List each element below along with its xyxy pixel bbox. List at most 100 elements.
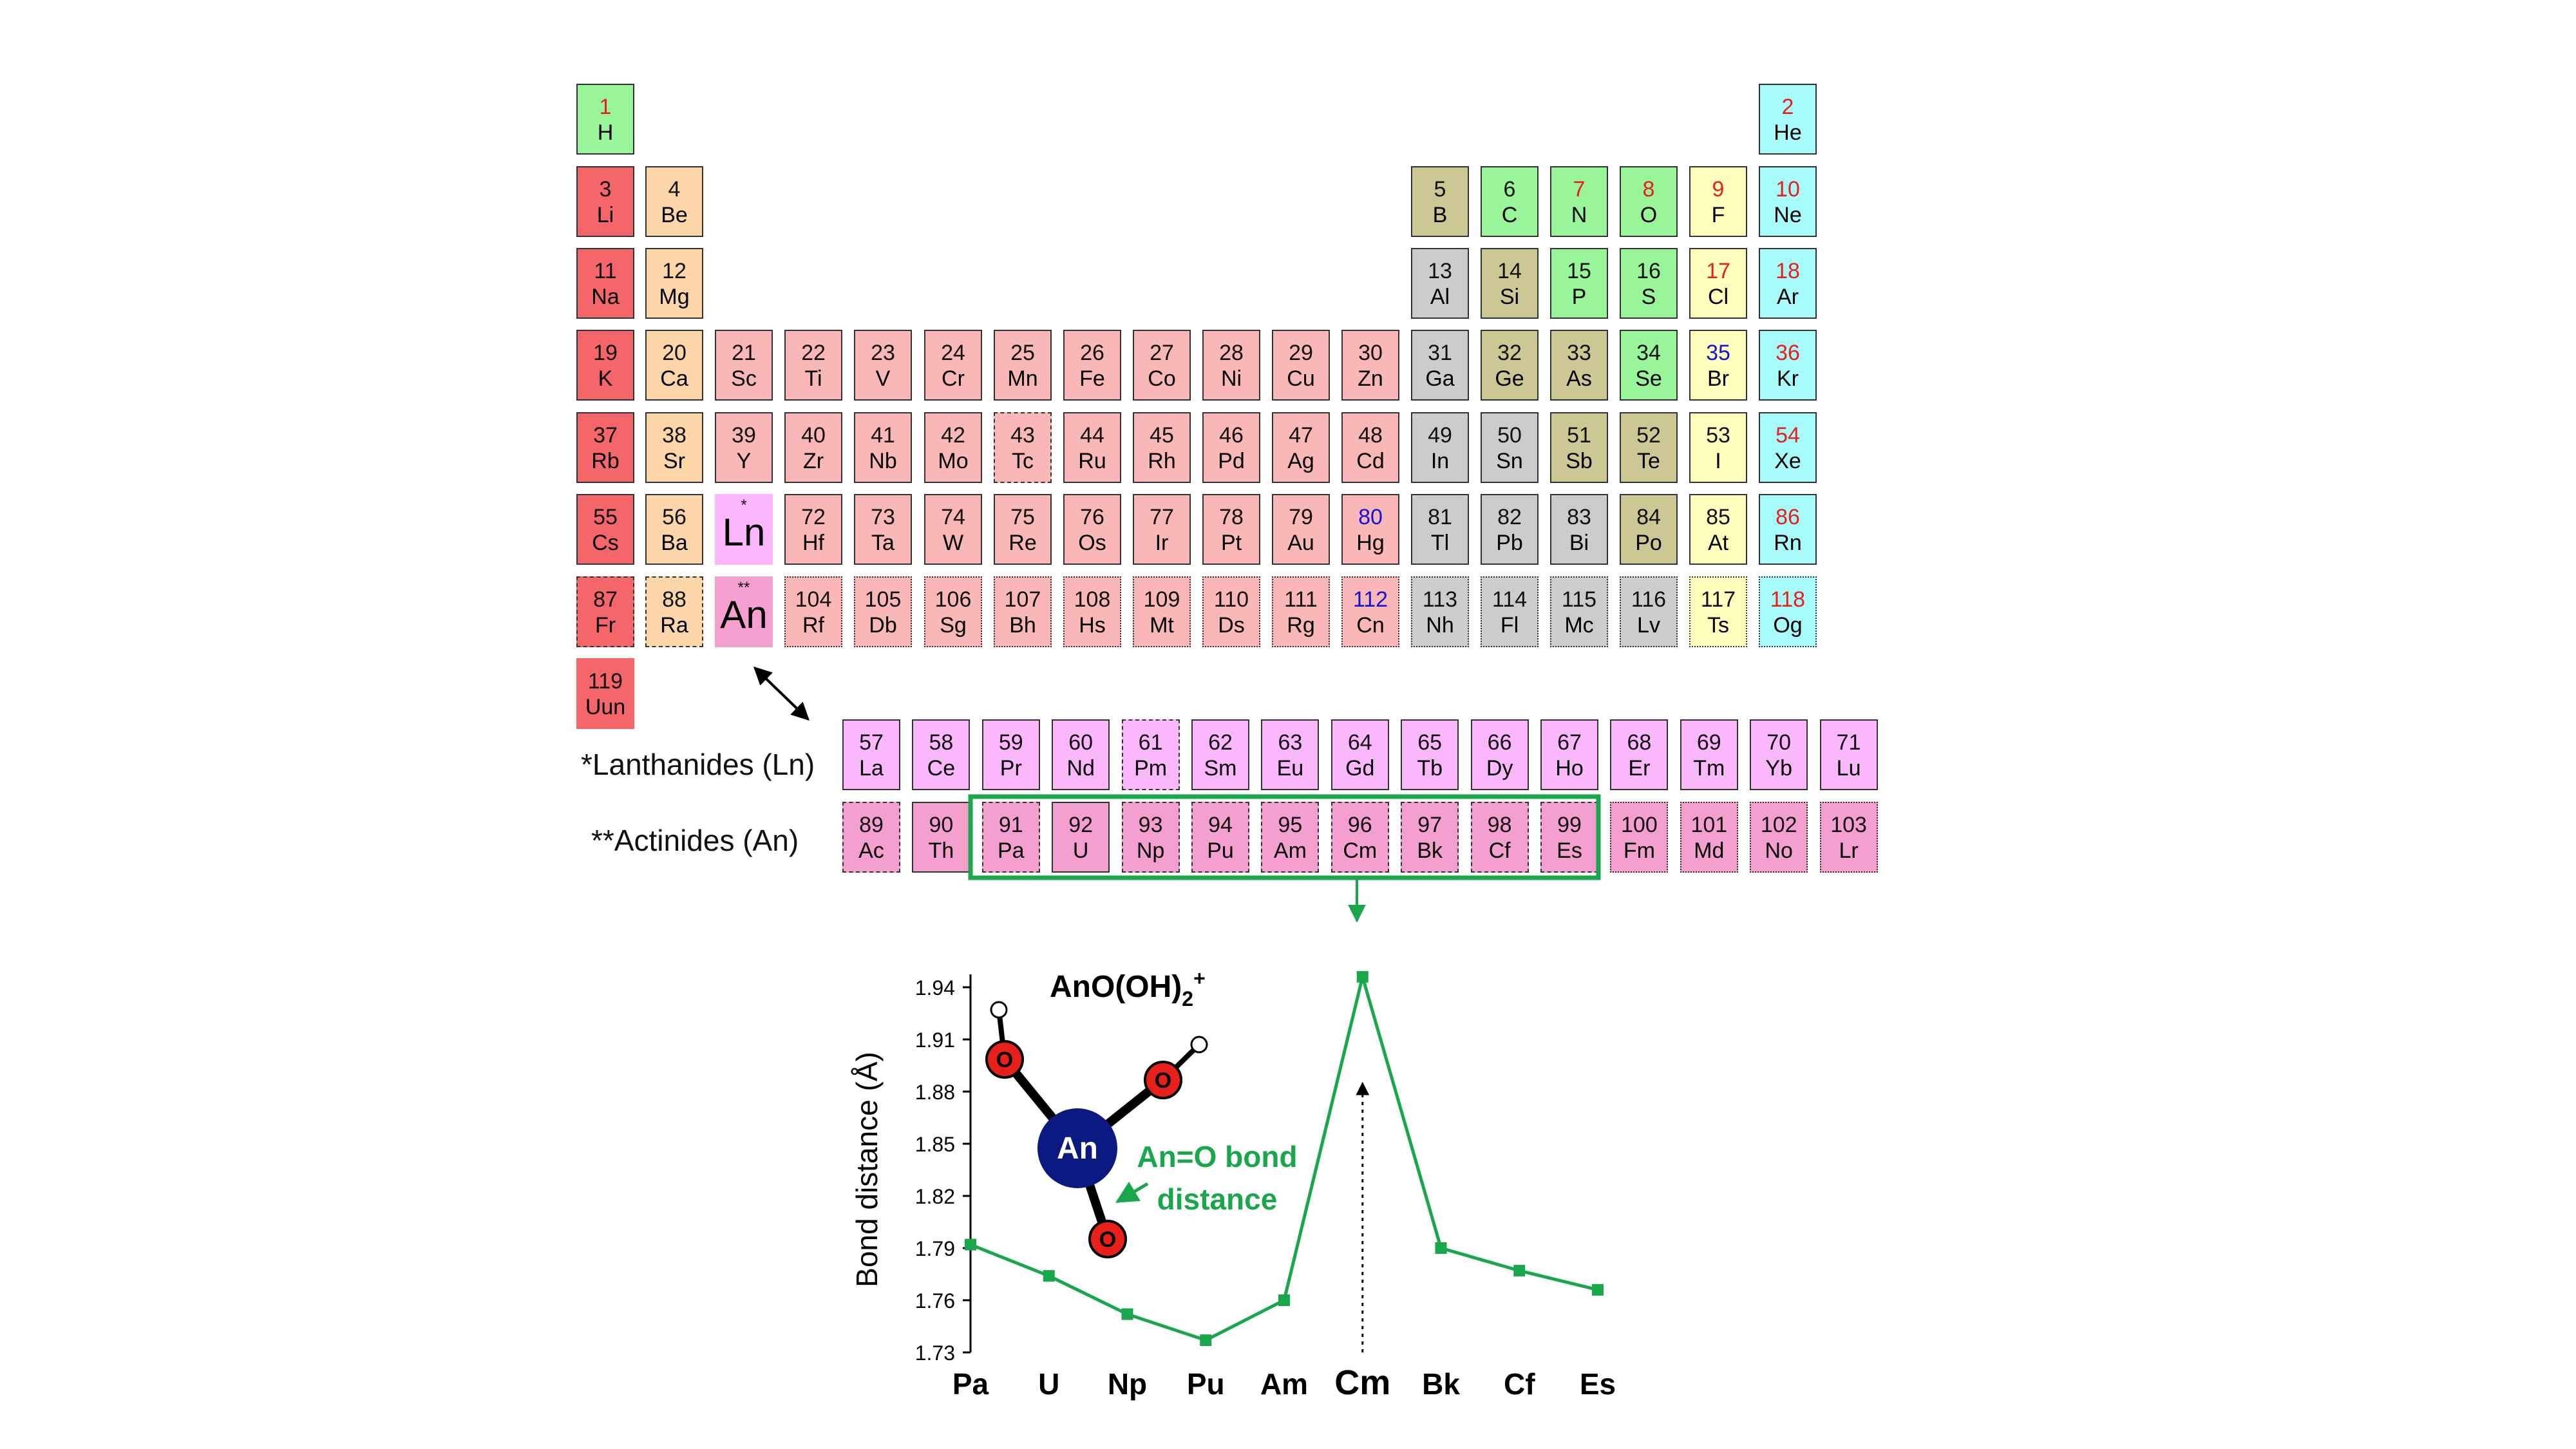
element-Hs: 108 Hs <box>1063 576 1121 647</box>
element-Cr: 24 Cr <box>924 330 982 401</box>
element-Ln: * Ln <box>715 494 773 565</box>
y-tick-label: 1.82 <box>915 1185 955 1208</box>
element-symbol: Er <box>1628 756 1651 781</box>
atomic-number: 102 <box>1760 813 1797 837</box>
element-symbol: Rb <box>591 449 620 473</box>
oxygen-atom <box>1144 1061 1182 1099</box>
element-symbol: Ga <box>1425 366 1455 391</box>
atomic-number: 37 <box>593 423 618 448</box>
element-symbol: Tm <box>1693 756 1725 781</box>
element-Sc: 21 Sc <box>715 330 773 401</box>
element-symbol: Ac <box>858 838 884 863</box>
atomic-number: 5 <box>1434 177 1446 202</box>
atomic-number: 106 <box>934 587 972 612</box>
element-V: 23 V <box>854 330 912 401</box>
element-K: 19 K <box>576 330 634 401</box>
element-symbol: P <box>1571 285 1587 309</box>
element-Pb: 82 Pb <box>1481 494 1539 565</box>
atomic-number: 35 <box>1706 341 1730 365</box>
atomic-number: 71 <box>1836 730 1861 755</box>
y-tick-label: 1.94 <box>915 976 955 999</box>
element-Si: 14 Si <box>1481 248 1539 319</box>
element-Ds: 110 Ds <box>1202 576 1260 647</box>
element-Ne: 10 Ne <box>1759 166 1817 237</box>
element-symbol: Ho <box>1555 756 1584 781</box>
element-symbol: Co <box>1148 366 1176 391</box>
element-symbol: La <box>859 756 884 781</box>
element-symbol: Ba <box>661 531 688 555</box>
element-Kr: 36 Kr <box>1759 330 1817 401</box>
atomic-number: 43 <box>1010 423 1035 448</box>
element-Li: 3 Li <box>576 166 634 237</box>
atomic-number: 79 <box>1289 505 1313 529</box>
element-Mt: 109 Mt <box>1133 576 1191 647</box>
data-point-Es <box>1592 1283 1604 1296</box>
element-Ac: 89 Ac <box>842 802 900 873</box>
element-P: 15 P <box>1550 248 1608 319</box>
atomic-number: 28 <box>1219 341 1244 365</box>
element-La: 57 La <box>842 719 900 790</box>
element-symbol: Th <box>928 838 954 863</box>
element-symbol: Pm <box>1134 756 1168 781</box>
annotation-arrow <box>1115 1181 1149 1204</box>
atomic-number: 98 <box>1487 813 1512 837</box>
atomic-number: 2 <box>1781 95 1794 119</box>
atomic-number: 10 <box>1776 177 1800 202</box>
atomic-number: 12 <box>662 259 687 283</box>
atomic-number: 40 <box>801 423 826 448</box>
element-symbol: Cf <box>1488 838 1511 863</box>
atomic-number: 77 <box>1150 505 1174 529</box>
element-Ra: 88 Ra <box>645 576 703 647</box>
atomic-number: 24 <box>941 341 965 365</box>
x-tick-label: Es <box>1580 1367 1616 1401</box>
element-Np: 93 Np <box>1121 802 1180 873</box>
atomic-number: 59 <box>998 730 1023 755</box>
y-tick-label: 1.91 <box>915 1028 955 1052</box>
element-Lu: 71 Lu <box>1819 719 1878 790</box>
element-Cu: 29 Cu <box>1272 330 1330 401</box>
element-symbol: Am <box>1273 838 1307 863</box>
atomic-number: 30 <box>1358 341 1383 365</box>
element-Po: 84 Po <box>1620 494 1678 565</box>
element-Am: 95 Am <box>1261 802 1320 873</box>
element-I: 53 I <box>1689 412 1747 483</box>
atomic-number: 99 <box>1557 813 1582 837</box>
atomic-number: 41 <box>871 423 895 448</box>
element-symbol: He <box>1774 120 1802 145</box>
element-symbol: Ne <box>1774 203 1802 227</box>
atomic-number: 101 <box>1690 813 1728 837</box>
element-symbol: H <box>597 120 614 145</box>
atomic-number: 47 <box>1289 423 1313 448</box>
element-An: ** An <box>715 576 773 647</box>
atomic-number: 88 <box>662 587 687 612</box>
atomic-number: 18 <box>1776 259 1800 283</box>
atomic-number: 100 <box>1621 813 1658 837</box>
atomic-number: 103 <box>1830 813 1867 837</box>
element-symbol: V <box>875 366 891 391</box>
element-symbol: Tc <box>1012 449 1034 473</box>
element-symbol: Ds <box>1218 613 1245 638</box>
atomic-number: 15 <box>1567 259 1591 283</box>
data-point-Pu <box>1200 1334 1212 1347</box>
element-symbol: Cm <box>1343 838 1378 863</box>
element-Tc: 43 Tc <box>994 412 1052 483</box>
element-Tl: 81 Tl <box>1411 494 1469 565</box>
data-point-U <box>1043 1270 1055 1282</box>
element-symbol: U <box>1072 838 1089 863</box>
atomic-number: 75 <box>1010 505 1035 529</box>
x-tick-label: Pu <box>1187 1367 1225 1401</box>
element-Md: 101 Md <box>1680 802 1738 873</box>
element-symbol: An <box>720 593 768 636</box>
element-symbol: W <box>942 531 964 555</box>
element-Pr: 59 Pr <box>981 719 1040 790</box>
element-Bi: 83 Bi <box>1550 494 1608 565</box>
oxygen-atom <box>985 1040 1024 1079</box>
hydrogen-atom <box>1190 1036 1208 1054</box>
element-Cn: 112 Cn <box>1341 576 1399 647</box>
x-tick-label: Cf <box>1504 1367 1535 1401</box>
element-symbol: Fm <box>1623 838 1655 863</box>
element-symbol: Os <box>1078 531 1106 555</box>
